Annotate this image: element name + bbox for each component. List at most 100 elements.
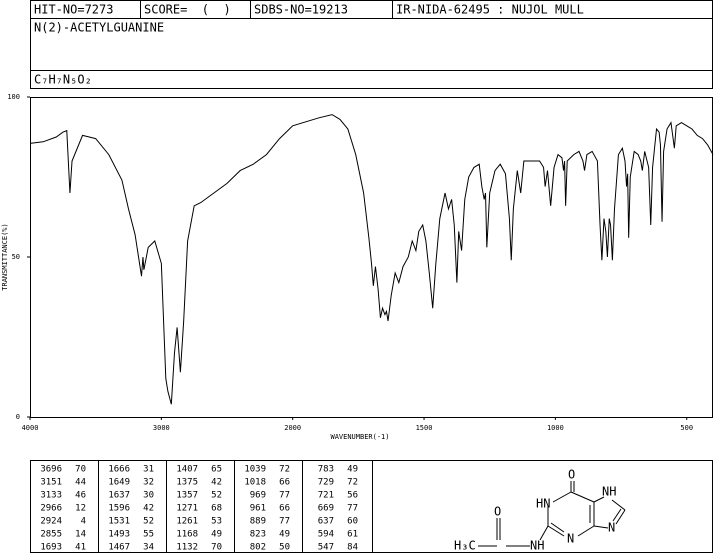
y-axis-label: TRANSMITTANCE(%): [1, 223, 9, 290]
peak-wavenumber: 1375: [176, 478, 198, 488]
peak-transmittance: 12: [75, 504, 86, 514]
peak-wavenumber: 637: [318, 517, 334, 527]
peak-wavenumber: 1531: [108, 517, 130, 527]
peak-transmittance: 41: [75, 543, 86, 553]
ir-id: IR-NIDA-62495 : NUJOL MULL: [396, 3, 584, 17]
peak-transmittance: 65: [211, 465, 222, 475]
hit-no: HIT-NO=7273: [34, 3, 113, 17]
peak-wavenumber: 547: [318, 543, 334, 553]
peak-wavenumber: 1666: [108, 465, 130, 475]
peak-wavenumber: 1467: [108, 543, 130, 553]
peak-wavenumber: 3133: [40, 491, 62, 501]
peak-transmittance: 72: [279, 465, 290, 475]
x-tick-label: 500: [680, 424, 693, 432]
peak-wavenumber: 1596: [108, 504, 130, 514]
peak-wavenumber: 783: [318, 465, 334, 475]
x-tick-label: 1000: [547, 424, 564, 432]
atom-label: NH: [602, 485, 616, 499]
peak-wavenumber: 823: [250, 530, 266, 540]
sdbs-no: SDBS-NO=19213: [254, 3, 348, 17]
peak-wavenumber: 1271: [176, 504, 198, 514]
peak-wavenumber: 1493: [108, 530, 130, 540]
peak-transmittance: 49: [211, 530, 222, 540]
peak-wavenumber: 1168: [176, 530, 198, 540]
atom-label: O: [568, 468, 575, 482]
peak-transmittance: 77: [279, 517, 290, 527]
spectrum-line: [29, 114, 714, 405]
atom-label: NH: [530, 539, 544, 553]
peak-transmittance: 52: [211, 491, 222, 501]
peak-wavenumber: 3696: [40, 465, 62, 475]
peak-wavenumber: 802: [250, 543, 266, 553]
peak-transmittance: 46: [75, 491, 86, 501]
x-tick-label: 4000: [22, 424, 39, 432]
peak-table: 3696 70 3151 44 3133 46 2966 12 2924 4 2855 14 1693 4…: [40, 461, 358, 553]
peak-wavenumber: 1132: [176, 543, 198, 553]
peak-transmittance: 42: [143, 504, 154, 514]
peak-transmittance: 72: [347, 478, 358, 488]
peak-transmittance: 77: [279, 491, 290, 501]
peak-transmittance: 66: [279, 478, 290, 488]
peak-transmittance: 61: [347, 530, 358, 540]
peak-transmittance: 77: [347, 504, 358, 514]
atom-label: HN: [536, 497, 550, 511]
peak-transmittance: 50: [279, 543, 290, 553]
peak-wavenumber: 1261: [176, 517, 198, 527]
peak-transmittance: 31: [143, 465, 154, 475]
y-tick-label: 0: [16, 413, 20, 421]
peak-wavenumber: 1018: [244, 478, 266, 488]
peak-wavenumber: 2966: [40, 504, 62, 514]
formula: C₇H₇N₅O₂: [34, 73, 92, 87]
peak-transmittance: 30: [143, 491, 154, 501]
plot-frame: [30, 97, 713, 418]
peak-wavenumber: 1649: [108, 478, 130, 488]
peak-wavenumber: 1407: [176, 465, 198, 475]
peak-transmittance: 60: [347, 517, 358, 527]
peak-transmittance: 32: [143, 478, 154, 488]
x-tick-label: 2000: [284, 424, 301, 432]
peak-transmittance: 55: [143, 530, 154, 540]
peak-wavenumber: 2855: [40, 530, 62, 540]
peak-wavenumber: 594: [318, 530, 334, 540]
peak-transmittance: 53: [211, 517, 222, 527]
peak-transmittance: 68: [211, 504, 222, 514]
atom-label: O: [494, 505, 501, 519]
formula-box: [30, 70, 713, 89]
structure-bonds: [478, 481, 626, 547]
peak-wavenumber: 721: [318, 491, 334, 501]
peak-transmittance: 34: [143, 543, 154, 553]
peak-wavenumber: 1693: [40, 543, 62, 553]
peak-wavenumber: 2924: [40, 517, 62, 527]
peak-wavenumber: 1637: [108, 491, 130, 501]
peak-wavenumber: 669: [318, 504, 334, 514]
y-tick-label: 50: [12, 253, 20, 261]
peak-transmittance: 42: [211, 478, 222, 488]
peak-transmittance: 56: [347, 491, 358, 501]
peak-transmittance: 70: [211, 543, 222, 553]
x-tick-label: 3000: [153, 424, 170, 432]
peak-wavenumber: 1039: [244, 465, 266, 475]
peak-wavenumber: 3151: [40, 478, 62, 488]
peak-transmittance: 44: [75, 478, 86, 488]
peak-transmittance: 4: [81, 517, 86, 527]
peak-transmittance: 49: [279, 530, 290, 540]
compound-name: N(2)-ACETYLGUANINE: [34, 21, 164, 35]
atom-label: N: [608, 521, 615, 535]
peak-transmittance: 14: [75, 530, 86, 540]
peak-transmittance: 49: [347, 465, 358, 475]
peak-wavenumber: 961: [250, 504, 266, 514]
peak-transmittance: 66: [279, 504, 290, 514]
peak-transmittance: 52: [143, 517, 154, 527]
peak-wavenumber: 889: [250, 517, 266, 527]
peak-transmittance: 84: [347, 543, 358, 553]
atom-label: N: [567, 532, 574, 546]
x-tick-label: 1500: [416, 424, 433, 432]
peak-wavenumber: 729: [318, 478, 334, 488]
x-axis-label: WAVENUMBER(-1): [330, 433, 389, 441]
score: SCORE= ( ): [144, 3, 231, 17]
y-tick-label: 100: [7, 93, 20, 101]
peak-wavenumber: 1357: [176, 491, 198, 501]
peak-transmittance: 70: [75, 465, 86, 475]
atom-label: H₃C: [454, 539, 476, 553]
